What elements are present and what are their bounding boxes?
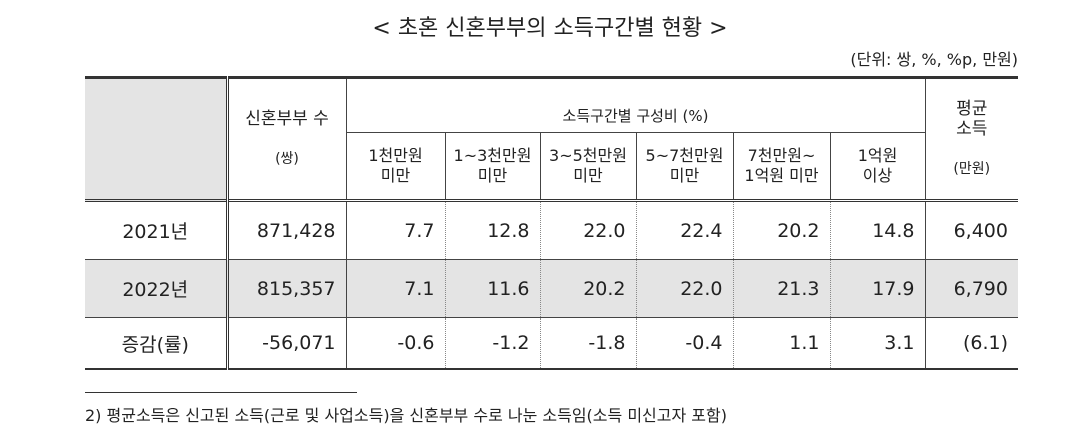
band-header: 1억원 이상 [829, 132, 926, 201]
band-header: 5~7천만원 미만 [635, 132, 734, 201]
table-row: 증감(률) -56,071 -0.6 -1.2 -1.8 -0.4 1.1 3.1 (6.1) [85, 317, 1018, 370]
header-cell: 소득구간별 구성비 (%) [345, 75, 926, 134]
cell: 14.8 [829, 199, 925, 260]
header-text: 신혼부부 수 [245, 109, 329, 129]
cell: 17.9 [829, 259, 925, 318]
cell: 12.8 [444, 199, 540, 260]
row-label: 증감(률) [85, 317, 227, 370]
cell: 6,790 [924, 259, 1018, 318]
band-header: 1~3천만원 미만 [444, 132, 541, 201]
band-header: 3~5천만원 미만 [539, 132, 637, 201]
row-label: 2022년 [85, 259, 227, 318]
cell: -1.8 [539, 317, 636, 370]
cell: -0.4 [635, 317, 733, 370]
cell: 7.1 [345, 259, 445, 318]
income-table: 신혼부부 수 (쌍) 소득구간별 구성비 (%) 평균 소득 (만원) 1천만원… [85, 75, 1018, 370]
cell: 6,400 [924, 199, 1018, 260]
cell: 22.0 [539, 199, 636, 260]
cell: 22.4 [635, 199, 733, 260]
cell: -0.6 [345, 317, 445, 370]
cell: -1.2 [444, 317, 540, 370]
cell: 11.6 [444, 259, 540, 318]
band-header: 1천만원 미만 [346, 132, 446, 201]
cell: 21.3 [732, 259, 830, 318]
corner-cell [85, 76, 228, 201]
row-label: 2021년 [85, 199, 227, 260]
table-row: 2022년 815,357 7.1 11.6 20.2 22.0 21.3 17.9 6,790 [85, 259, 1018, 318]
header-text: 평균 소득 [956, 99, 988, 139]
cell: 3.1 [829, 317, 925, 370]
cell: 7.7 [345, 199, 445, 260]
header-unit: (쌍) [275, 151, 299, 167]
header-text: 소득구간별 구성비 (%) [562, 106, 709, 125]
title: < 초혼 신혼부부의 소득구간별 현황 > [372, 16, 728, 41]
cell: -56,071 [225, 317, 346, 370]
header-cell: 신혼부부 수 (쌍) [225, 76, 347, 201]
unit-note: (단위: 쌍, %, %p, 만원) [850, 50, 1018, 69]
table-row: 2021년 871,428 7.7 12.8 22.0 22.4 20.2 14.8 6,400 [85, 199, 1018, 260]
footnote-rule [85, 392, 357, 393]
header-unit: (만원) [953, 161, 991, 177]
cell: 22.0 [635, 259, 733, 318]
band-header: 7천만원~ 1억원 미만 [732, 132, 831, 201]
cell: (6.1) [924, 317, 1018, 370]
cell: 815,357 [225, 259, 346, 318]
cell: 20.2 [732, 199, 830, 260]
header-cell: 평균 소득 (만원) [924, 76, 1018, 201]
cell: 20.2 [539, 259, 636, 318]
footnote: 2) 평균소득은 신고된 소득(근로 및 사업소득)을 신혼부부 수로 나눈 소… [85, 406, 727, 425]
cell: 1.1 [732, 317, 830, 370]
cell: 871,428 [225, 199, 346, 260]
